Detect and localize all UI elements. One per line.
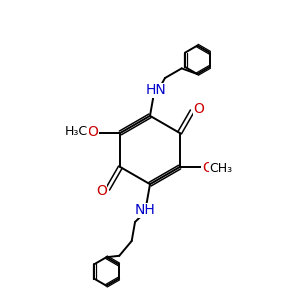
Text: O: O [202, 161, 213, 175]
Text: H₃C: H₃C [65, 125, 88, 138]
Text: NH: NH [134, 203, 155, 217]
Text: O: O [87, 125, 98, 139]
Text: CH₃: CH₃ [209, 162, 232, 175]
Text: HN: HN [146, 83, 166, 97]
Text: O: O [96, 184, 107, 198]
Text: O: O [193, 102, 204, 116]
